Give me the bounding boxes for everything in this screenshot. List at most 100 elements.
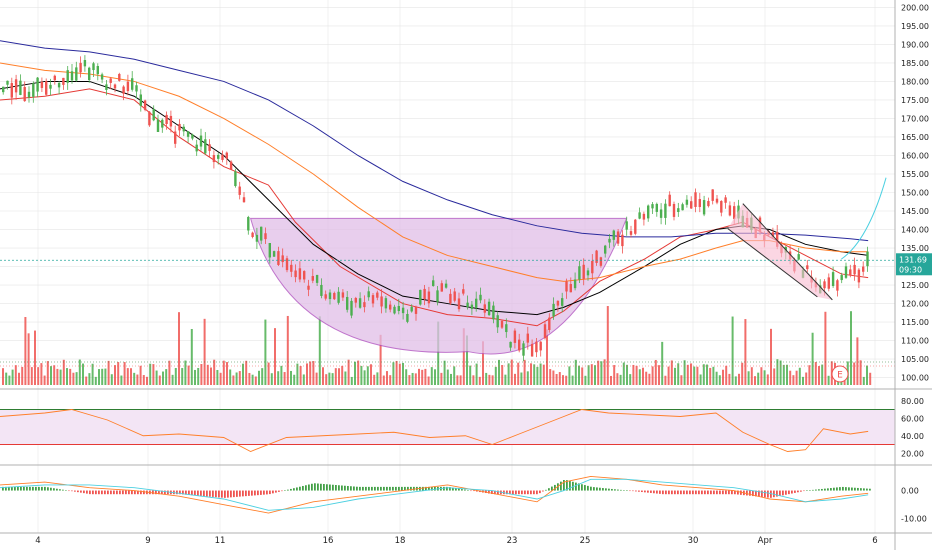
volume-bar — [770, 328, 772, 385]
macd-histogram-bar — [29, 486, 31, 491]
candle-body — [376, 292, 379, 298]
macd-histogram-bar — [584, 485, 586, 491]
volume-bar — [302, 374, 305, 385]
macd-histogram-bar — [713, 490, 715, 495]
volume-bar — [754, 376, 756, 385]
candle-body — [311, 276, 314, 281]
volume-bar — [600, 361, 603, 385]
candle-body — [539, 341, 542, 351]
macd-histogram-bar — [119, 490, 121, 495]
candle-body — [561, 298, 564, 306]
volume-bar — [635, 365, 638, 385]
macd-histogram-bar — [191, 490, 193, 496]
volume-bar — [520, 372, 523, 385]
candle-body — [530, 343, 534, 357]
volume-bar — [213, 359, 216, 385]
projection-line — [841, 177, 887, 260]
volume-bar — [450, 373, 452, 385]
candle-body — [573, 279, 577, 289]
candle-body — [569, 284, 572, 293]
macd-histogram-bar — [377, 486, 379, 491]
volume-bar — [683, 360, 686, 385]
volume-bar — [158, 375, 161, 385]
volume-bar — [354, 361, 356, 385]
price-tick-label: 195.00 — [901, 22, 929, 31]
macd-histogram-bar — [218, 490, 220, 498]
candle-body — [462, 289, 465, 294]
macd-histogram-bar — [773, 490, 775, 498]
volume-bar — [267, 362, 270, 385]
macd-line — [0, 476, 869, 514]
volume-bar — [856, 337, 859, 385]
volume-bar — [795, 370, 798, 385]
macd-histogram-bar — [770, 490, 772, 498]
macd-histogram-bar — [374, 486, 376, 491]
volume-bar — [427, 376, 430, 385]
volume-bar — [462, 328, 465, 385]
candle-body — [229, 161, 233, 170]
macd-histogram-bar — [587, 485, 589, 491]
macd-histogram-bar — [239, 490, 241, 497]
price-tick-label: 180.00 — [901, 77, 929, 86]
macd-histogram-bar — [434, 486, 436, 491]
macd-histogram-bar — [716, 490, 718, 495]
volume-bar — [50, 366, 52, 385]
candle-body — [294, 270, 297, 278]
volume-bar — [178, 312, 180, 385]
macd-histogram-bar — [518, 490, 520, 495]
candle-body — [384, 298, 388, 309]
macd-histogram-bar — [461, 489, 463, 491]
macd-histogram-bar — [680, 490, 682, 495]
macd-histogram-bar — [425, 486, 427, 491]
macd-histogram-bar — [527, 490, 529, 495]
volume-bar — [344, 371, 347, 385]
macd-histogram-bar — [530, 490, 532, 495]
volume-bar — [94, 376, 97, 385]
volume-bar — [24, 317, 27, 385]
candle-body — [401, 307, 405, 314]
macd-histogram-bar — [686, 490, 688, 495]
candle-body — [358, 298, 362, 308]
candle-body — [320, 284, 323, 296]
price-tick-label: 185.00 — [901, 59, 929, 68]
macd-histogram-bar — [569, 480, 571, 491]
macd-histogram-bar — [44, 486, 46, 491]
macd-histogram-bar — [551, 486, 553, 491]
price-tick-label: 125.00 — [901, 281, 929, 290]
macd-histogram-bar — [464, 489, 466, 491]
macd-histogram-bar — [65, 490, 67, 491]
macd-histogram-bar — [179, 490, 181, 495]
volume-bar — [571, 375, 574, 385]
volume-bar — [603, 359, 606, 385]
volume-bar — [453, 366, 456, 385]
macd-histogram-bar — [845, 487, 847, 491]
x-tick-label: 23 — [507, 536, 518, 546]
candle-body — [178, 123, 181, 131]
macd-histogram-bar — [17, 486, 19, 491]
volume-bar — [430, 367, 433, 385]
candle-body — [806, 265, 809, 270]
macd-histogram-bar — [422, 486, 424, 491]
candle-body — [148, 111, 151, 126]
macd-histogram-bar — [263, 490, 265, 495]
macd-histogram-bar — [41, 486, 43, 491]
volume-bar — [254, 376, 257, 385]
macd-histogram-bar — [785, 490, 787, 495]
macd-histogram-bar — [674, 490, 676, 495]
candle-body — [380, 296, 383, 307]
volume-bar — [168, 360, 171, 385]
macd-histogram-bar — [155, 490, 157, 495]
macd-histogram-bar — [599, 487, 601, 491]
candle-body — [659, 209, 663, 218]
macd-histogram-bar — [185, 490, 187, 495]
volume-bar — [549, 369, 552, 385]
volume-bar — [350, 376, 353, 385]
volume-bar — [309, 361, 312, 385]
volume-bar — [200, 364, 203, 385]
cup-pattern — [249, 217, 628, 355]
candle-body — [849, 269, 852, 276]
volume-bar — [712, 366, 715, 385]
volume-bar — [808, 365, 811, 385]
